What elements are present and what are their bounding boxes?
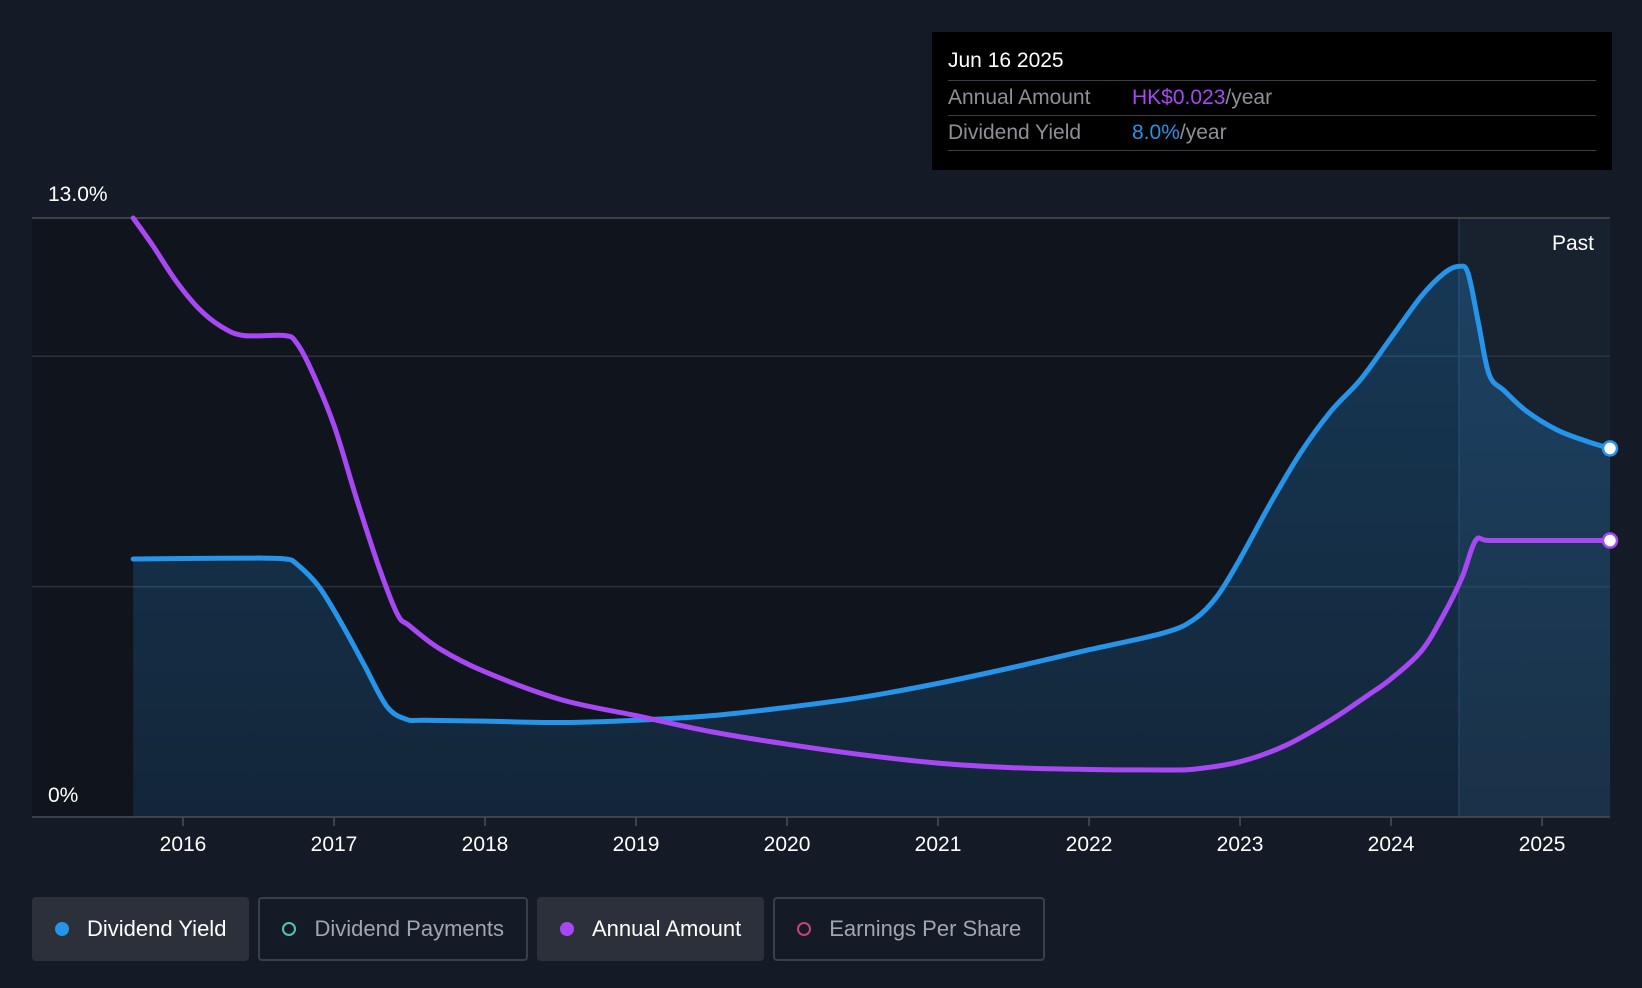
annual-amount-line [130, 215, 1613, 773]
legend: Dividend Yield Dividend Payments Annual … [32, 897, 1046, 961]
legend-label: Dividend Payments [314, 916, 504, 941]
x-axis: 2016 2017 2018 2019 2020 2021 2022 2023 2024 2025 [32, 816, 1610, 856]
past-label: Past [1552, 232, 1594, 255]
tooltip-unit: /year [1225, 86, 1273, 109]
legend-item-dividend-payments[interactable]: Dividend Payments [258, 897, 528, 961]
x-tick-label: 2021 [915, 833, 962, 856]
y-tick-label-top: 13.0% [48, 183, 108, 206]
x-tick-label: 2016 [160, 833, 207, 856]
x-tick-label: 2017 [311, 833, 358, 856]
tooltip-value: 8.0% [1132, 121, 1180, 144]
legend-item-annual-amount[interactable]: Annual Amount [536, 897, 765, 961]
annual-amount-end-point [1601, 532, 1619, 549]
axis-labels: 13.0% 0% Past [48, 183, 1594, 807]
x-tick-label: 2018 [462, 833, 509, 856]
x-tick-label: 2024 [1368, 833, 1415, 856]
x-tick-label: 2025 [1519, 833, 1566, 856]
legend-item-dividend-yield[interactable]: Dividend Yield [32, 897, 250, 961]
tooltip-value: HK$0.023 [1132, 86, 1226, 109]
dividend-yield-end-point [1601, 440, 1619, 457]
tooltip-label: Dividend Yield [948, 121, 1082, 144]
tooltip-unit: /year [1179, 121, 1227, 144]
legend-ring-icon [797, 922, 812, 936]
legend-ring-icon [282, 922, 297, 936]
dividend-yield-area [133, 266, 1610, 817]
legend-label: Earnings Per Share [829, 916, 1022, 941]
tooltip-row-annual-amount: Annual Amount HK$0.023 /year [948, 81, 1596, 116]
x-tick-label: 2020 [764, 833, 811, 856]
tooltip-label: Annual Amount [948, 86, 1091, 109]
legend-label: Dividend Yield [87, 916, 227, 941]
x-tick-label: 2022 [1066, 833, 1113, 856]
tooltip-row-dividend-yield: Dividend Yield 8.0% /year [948, 116, 1596, 151]
x-tick-label: 2019 [613, 833, 660, 856]
x-tick-label: 2023 [1217, 833, 1264, 856]
dividend-yield-line [130, 263, 1613, 726]
legend-label: Annual Amount [591, 916, 742, 941]
tooltip: Jun 16 2025 Annual Amount HK$0.023 /year… [932, 32, 1612, 170]
legend-dot-icon [559, 922, 574, 936]
legend-item-earnings-per-share[interactable]: Earnings Per Share [773, 897, 1046, 961]
y-tick-label-bottom: 0% [48, 784, 78, 807]
series-lines [130, 215, 1619, 817]
legend-dot-icon [55, 922, 69, 936]
tooltip-date: Jun 16 2025 [948, 46, 1596, 81]
